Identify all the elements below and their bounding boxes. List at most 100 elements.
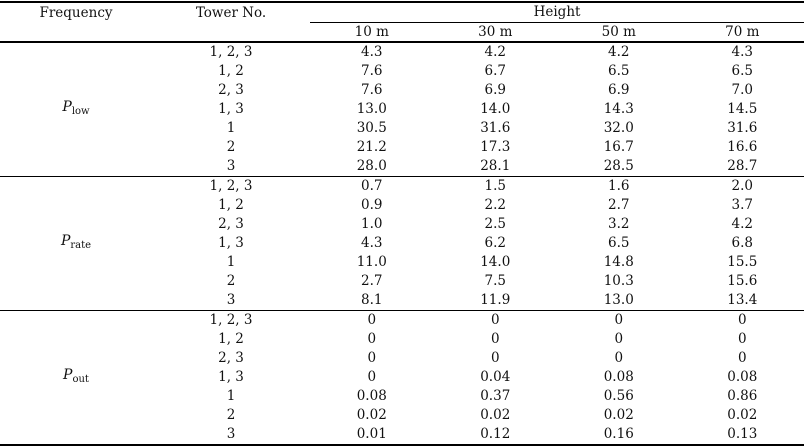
frequency-subscript: out [72,374,89,385]
value-cell: 6.5 [731,63,753,79]
table-row: 3 8.1 11.9 13.0 13.4 [0,291,804,311]
section-out: Pout 1, 2, 3 0 0 0 0 1, 2 0 0 0 0 2, 3 0 0 0 0 1, 3 0 0.04… [0,310,804,446]
value-cell: 28.0 [356,158,387,174]
tower-cell: 3 [226,158,236,174]
col-header-frequency: Frequency [39,5,113,21]
value-cell: 0.7 [361,178,383,194]
value-cell: 28.5 [603,158,634,174]
col-header-height-2: 50 m [601,23,636,40]
tower-cell: 1, 3 [218,101,244,117]
table-row: Plow 1, 2, 3 4.3 4.2 4.2 4.3 [0,42,804,117]
value-cell: 6.9 [484,82,506,98]
value-cell: 0.16 [603,426,634,442]
frequency-symbol: P [60,233,71,249]
value-cell: 0 [614,312,624,328]
frequency-subscript: low [71,106,90,117]
value-cell: 2.5 [484,216,506,232]
value-cell: 2.0 [731,178,753,194]
tower-cell: 2, 3 [218,82,244,98]
value-cell: 6.2 [484,235,506,251]
tower-cell: 1, 2, 3 [209,178,253,194]
tower-cell: 2 [226,139,236,155]
value-cell: 4.2 [608,44,630,60]
tower-cell: 2 [226,407,236,423]
value-cell: 31.6 [480,120,511,136]
col-header-height-0: 10 m [354,23,389,40]
tower-cell: 2, 3 [218,216,244,232]
table-row: 2, 3 7.6 6.9 6.9 7.0 [0,81,804,100]
frequency-label-rate: Prate [0,177,152,311]
value-cell: 11.9 [480,292,511,308]
table-row: 2 21.2 17.3 16.7 16.6 [0,138,804,157]
value-cell: 1.5 [484,178,506,194]
tower-cell: 2 [226,273,236,289]
value-cell: 0.56 [603,388,634,404]
value-cell: 13.0 [603,292,634,308]
value-cell: 6.8 [731,235,753,251]
tower-cell: 1 [226,120,236,136]
table-row: Prate 1, 2, 3 0.7 1.5 1.6 2.0 [0,177,804,251]
table-row: Pout 1, 2, 3 0 0 0 0 [0,311,804,385]
value-cell: 7.0 [731,82,753,98]
col-header-height-3: 70 m [725,23,760,40]
frequency-label-low: Plow [0,42,152,177]
section-rate: Prate 1, 2, 3 0.7 1.5 1.6 2.0 1, 2 0.9 2.2 2.7 3.7… [0,176,804,311]
tower-cell: 1, 3 [218,235,244,251]
value-cell: 28.7 [727,158,758,174]
value-cell: 28.1 [480,158,511,174]
value-cell: 31.6 [727,120,758,136]
tower-cell: 2, 3 [218,350,244,366]
value-cell: 4.2 [731,216,753,232]
value-cell: 0.02 [727,407,758,423]
value-cell: 3.7 [731,197,753,213]
value-cell: 0.02 [356,407,387,423]
value-cell: 30.5 [356,120,387,136]
col-header-height-group: Height [310,2,804,23]
tower-cell: 3 [226,292,236,308]
table-row: 1, 2 0.9 2.2 2.7 3.7 [0,196,804,215]
frequency-symbol: P [62,99,72,115]
value-cell: 0.02 [480,407,511,423]
table-row: 2, 3 0 0 0 0 [0,349,804,368]
table-row: 1 30.5 31.6 32.0 31.6 [0,119,804,138]
frequency-symbol: P [63,367,73,383]
table-row: 1, 3 13.0 14.0 14.3 14.5 [0,100,804,119]
value-cell: 10.3 [603,273,634,289]
value-cell: 17.3 [480,139,511,155]
tower-cell: 1, 2, 3 [209,44,253,60]
value-cell: 0.37 [480,388,511,404]
tower-cell: 1 [226,388,236,404]
value-cell: 0 [367,312,377,328]
value-cell: 7.6 [361,63,383,79]
table-row: 1, 2 0 0 0 0 [0,330,804,349]
value-cell: 3.2 [608,216,630,232]
frequency-label-out: Pout [0,311,152,446]
value-cell: 0.02 [603,407,634,423]
tower-cell: 3 [226,426,236,442]
value-cell: 0 [737,331,747,347]
value-cell: 14.3 [603,101,634,117]
value-cell: 16.7 [603,139,634,155]
value-cell: 7.5 [484,273,506,289]
value-cell: 21.2 [356,139,387,155]
value-cell: 14.0 [480,101,511,117]
value-cell: 0.13 [727,426,758,442]
value-cell: 0 [737,312,747,328]
value-cell: 4.2 [484,44,506,60]
tower-cell: 1, 2, 3 [209,312,253,328]
value-cell: 4.3 [361,44,383,60]
value-cell: 0.08 [356,388,387,404]
value-cell: 13.0 [356,101,387,117]
value-cell: 2.2 [484,197,506,213]
value-cell: 6.7 [484,63,506,79]
value-cell: 2.7 [608,197,630,213]
value-cell: 8.1 [361,292,383,308]
value-cell: 0 [490,331,500,347]
value-cell: 0 [737,350,747,366]
table-row: 2 0.02 0.02 0.02 0.02 [0,406,804,425]
value-cell: 1.0 [361,216,383,232]
value-cell: 0.01 [356,426,387,442]
value-cell: 0.08 [603,369,634,385]
value-cell: 2.7 [361,273,383,289]
value-cell: 0 [614,350,624,366]
